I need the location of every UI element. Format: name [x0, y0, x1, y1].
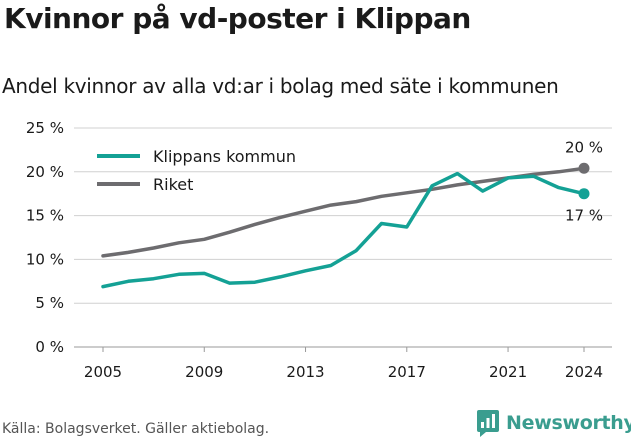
- end-label-riket: 20 %: [565, 138, 603, 156]
- y-tick-label: 10 %: [26, 250, 64, 268]
- x-tick-label: 2013: [286, 363, 324, 381]
- legend: Klippans kommun Riket: [97, 147, 296, 194]
- legend-label-klippan: Klippans kommun: [153, 147, 296, 166]
- brand-logo[interactable]: Newsworthy: [476, 408, 631, 438]
- end-label-klippan: 17 %: [565, 207, 603, 225]
- x-tick-label: 2024: [565, 363, 603, 381]
- x-tick-label: 2017: [388, 363, 426, 381]
- end-labels: 20 % 17 %: [565, 138, 603, 224]
- x-axis-ticks: 2005 2009 2013 2017 2021 2024: [84, 347, 603, 381]
- end-point-riket: [578, 162, 590, 174]
- x-tick-label: 2021: [489, 363, 527, 381]
- brand-name: Newsworthy: [506, 412, 631, 434]
- series-lines: [101, 162, 590, 289]
- y-tick-label: 0 %: [35, 338, 64, 356]
- x-tick-label: 2005: [84, 363, 122, 381]
- y-axis-ticks: 0 % 5 % 10 % 15 % 20 % 25 %: [26, 119, 64, 356]
- source-note: Källa: Bolagsverket. Gäller aktiebolag.: [2, 421, 270, 437]
- newsworthy-logo-icon: [477, 410, 499, 437]
- chart-title: Kvinnor på vd-poster i Klippan: [4, 2, 471, 35]
- y-tick-label: 5 %: [35, 294, 64, 312]
- x-tick-label: 2009: [185, 363, 223, 381]
- series-line-klippan: [101, 171, 586, 289]
- y-tick-label: 25 %: [26, 119, 64, 137]
- chart-subtitle: Andel kvinnor av alla vd:ar i bolag med …: [2, 74, 559, 98]
- end-point-klippan: [578, 188, 590, 200]
- y-tick-label: 15 %: [26, 207, 64, 225]
- y-tick-label: 20 %: [26, 163, 64, 181]
- legend-label-riket: Riket: [153, 175, 193, 194]
